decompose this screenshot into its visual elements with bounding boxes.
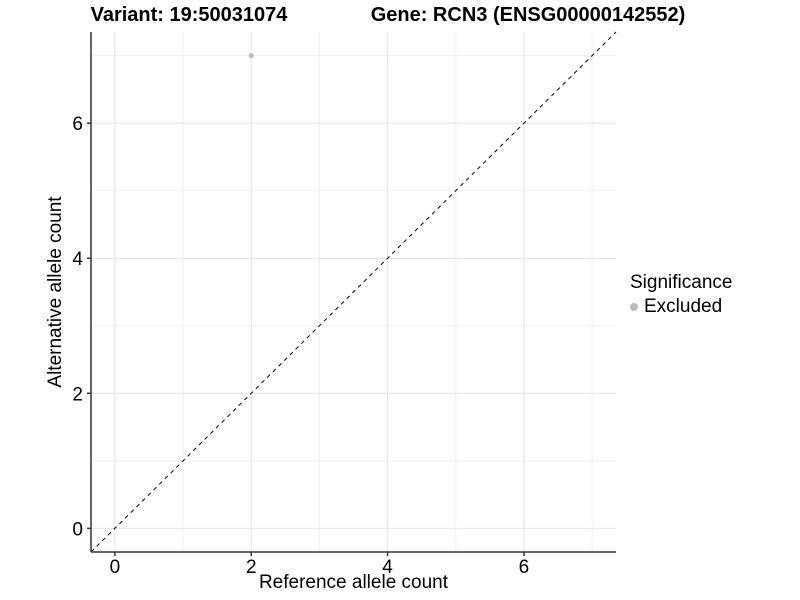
plot-title-variant: Variant: 19:50031074 [90,4,288,26]
legend-item: Excluded [630,296,732,317]
y-tick-label: 2 [72,384,83,405]
x-tick-label: 4 [382,557,393,578]
legend-title: Significance [630,272,733,293]
x-tick-label: 6 [519,557,530,578]
x-tick-label: 2 [246,557,257,578]
y-tick-label: 6 [72,114,83,135]
legend: Significance Excluded [630,272,732,317]
y-tick-label: 4 [72,249,83,270]
data-point [248,53,254,59]
legend-item-label: Excluded [644,296,723,317]
y-axis-title: Alternative allele count [45,196,66,388]
x-axis-title: Reference allele count [258,572,449,593]
identity-line [90,31,617,553]
legend-key-dot-icon [630,302,638,311]
x-tick-label: 0 [110,557,121,578]
y-tick-label: 0 [72,519,83,540]
plot-title-gene: Gene: RCN3 (ENSG00000142552) [370,4,686,26]
